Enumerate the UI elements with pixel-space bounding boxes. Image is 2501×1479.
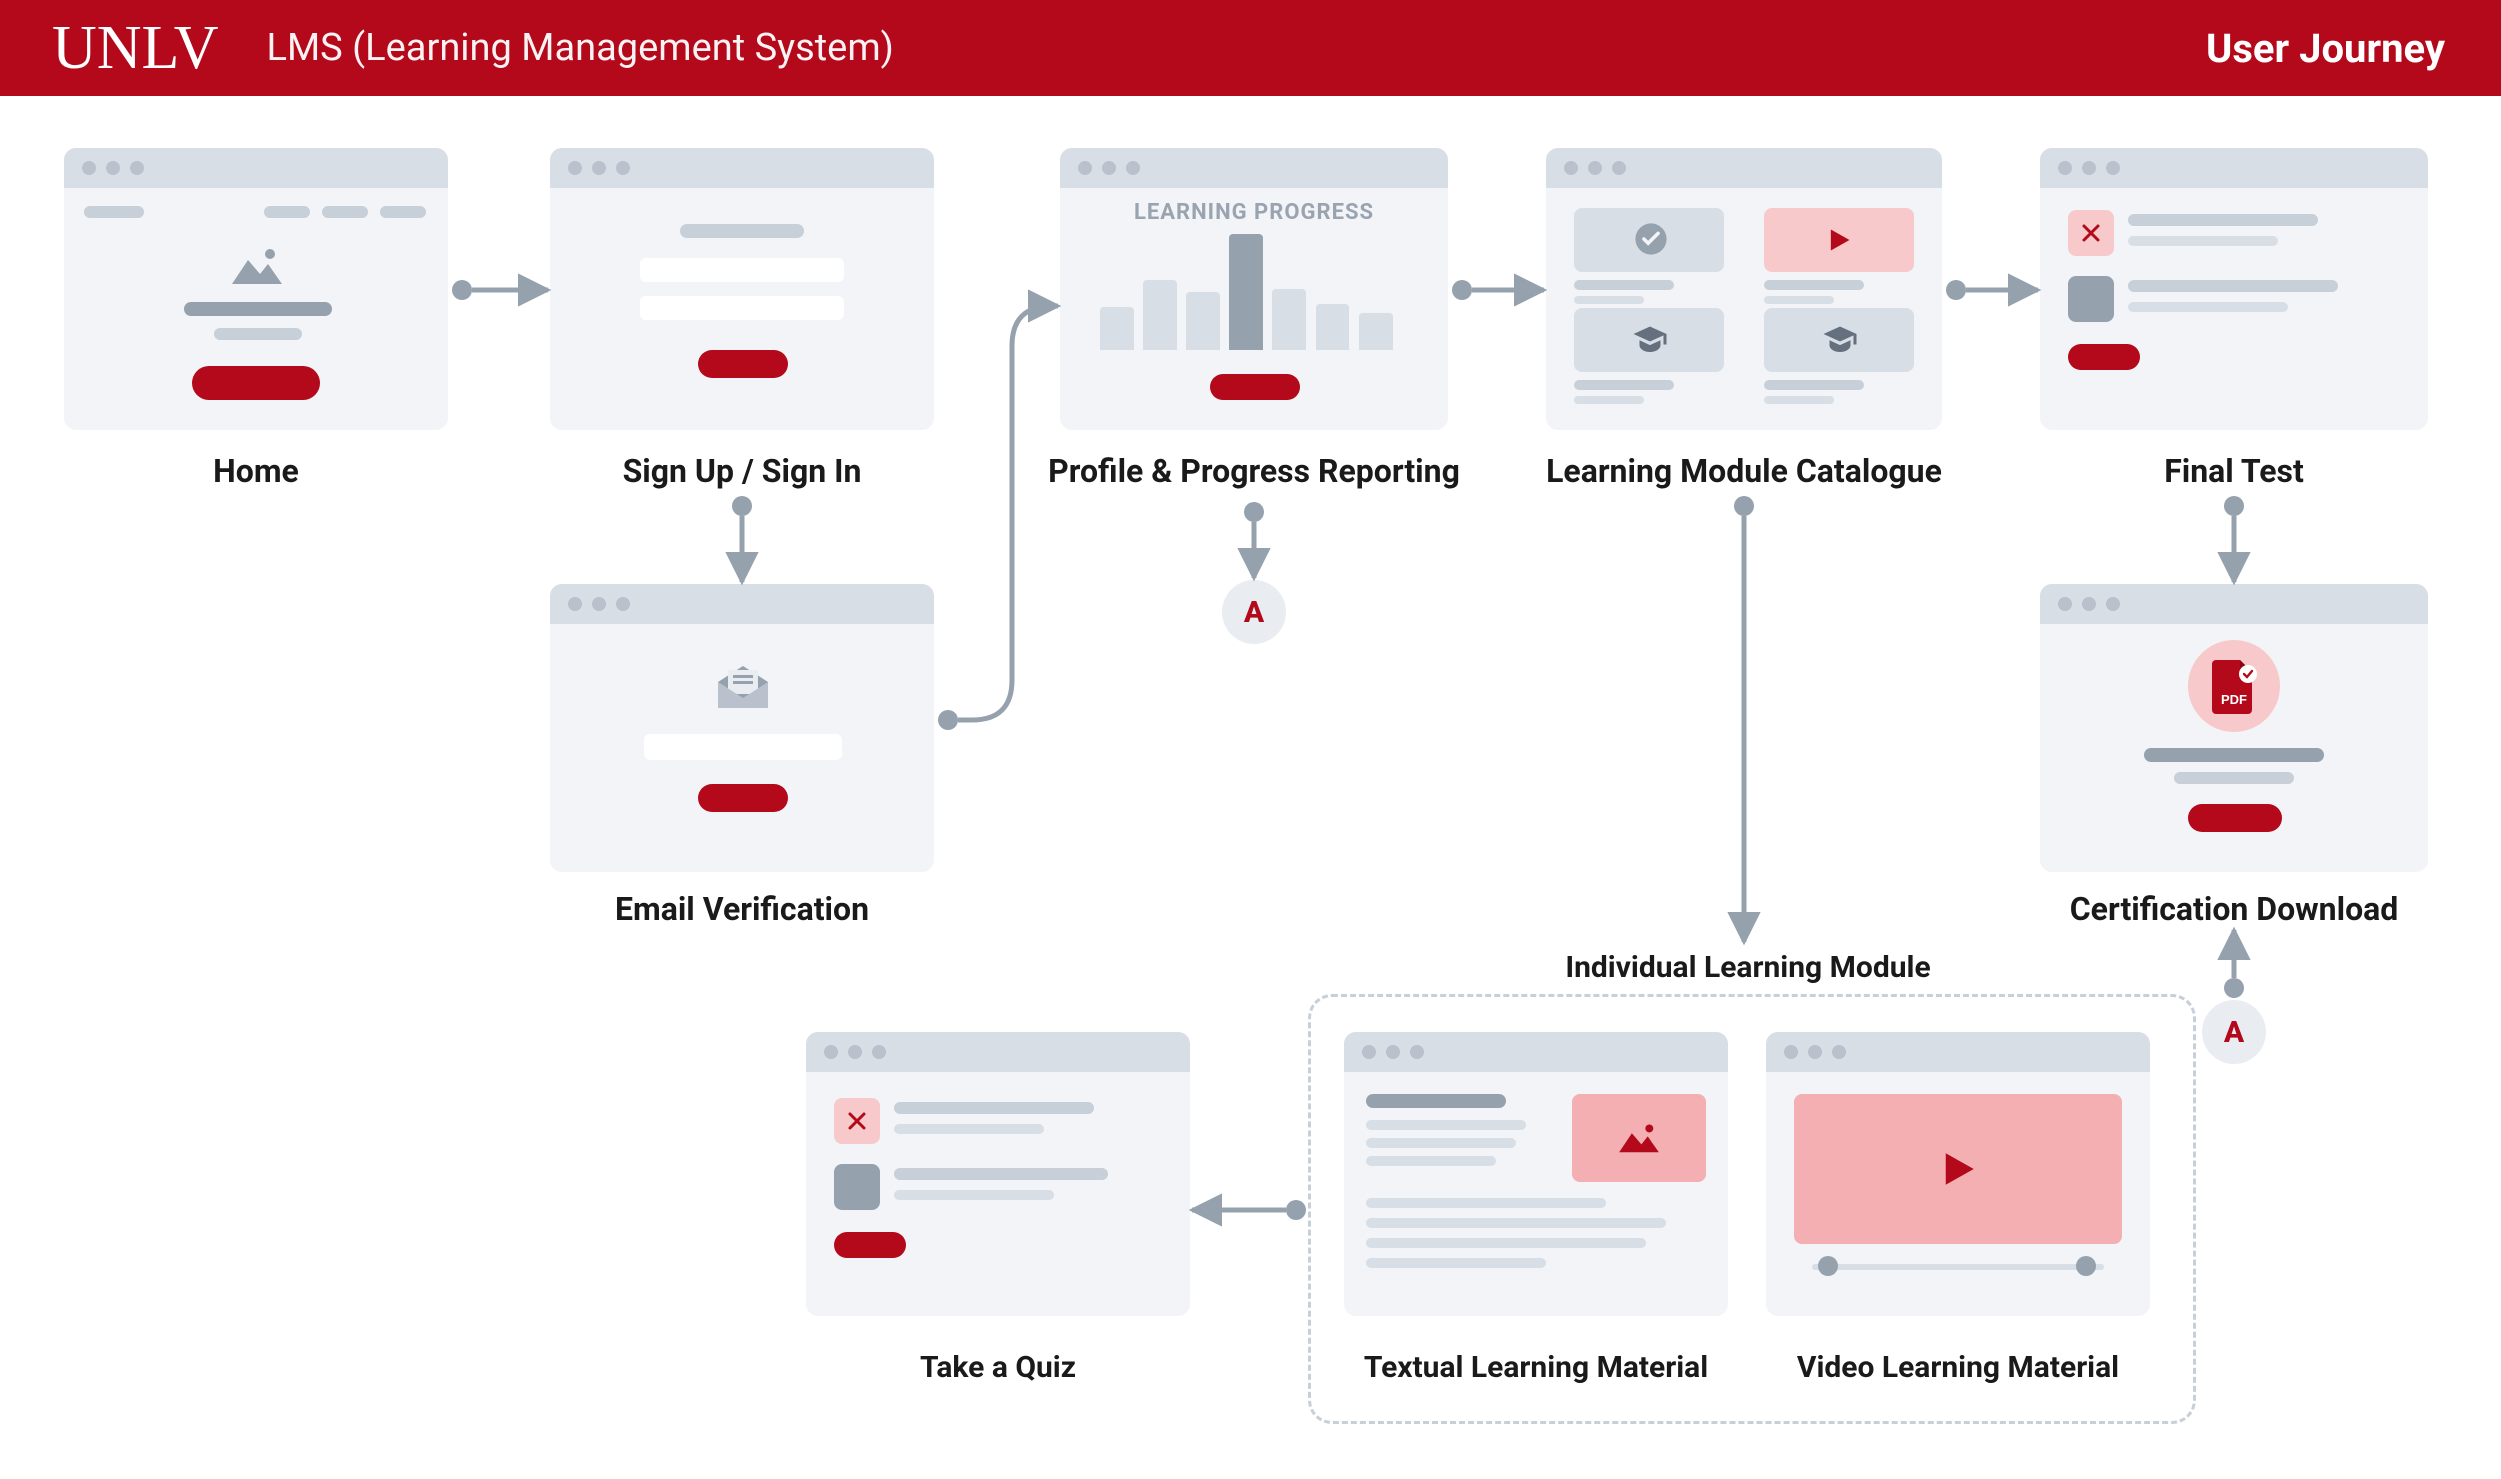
cta-button — [2068, 344, 2140, 370]
label-cert: Certification Download — [1990, 890, 2478, 928]
header-right: User Journey — [2206, 25, 2445, 72]
window-titlebar — [1766, 1032, 2150, 1072]
node-final — [2040, 148, 2428, 430]
cta-button — [192, 366, 320, 400]
window-titlebar — [1060, 148, 1448, 188]
bar-chart — [1100, 234, 1408, 350]
label-signin: Sign Up / Sign In — [550, 452, 934, 490]
cta-button — [834, 1232, 906, 1258]
cta-button — [698, 784, 788, 812]
label-catalogue: Learning Module Catalogue — [1496, 452, 1992, 490]
node-videomat — [1766, 1032, 2150, 1316]
label-textmat: Textual Learning Material — [1314, 1350, 1758, 1385]
window-titlebar — [2040, 584, 2428, 624]
play-icon — [1937, 1148, 1979, 1190]
node-catalogue — [1546, 148, 1942, 430]
mail-icon — [716, 660, 770, 710]
node-quiz — [806, 1032, 1190, 1316]
x-icon — [845, 1109, 869, 1133]
label-group: Individual Learning Module — [1498, 950, 1998, 985]
play-icon — [1825, 226, 1853, 254]
window-titlebar — [64, 148, 448, 188]
ref-node-a2: A — [2202, 1000, 2266, 1064]
window-titlebar — [550, 148, 934, 188]
x-icon — [2079, 221, 2103, 245]
cta-button — [1210, 374, 1300, 400]
window-titlebar — [1344, 1032, 1728, 1072]
node-cert: PDF — [2040, 584, 2428, 872]
header-title: LMS (Learning Management System) — [267, 26, 894, 70]
unlv-logo: UNLV — [52, 13, 219, 84]
chart-title: LEARNING PROGRESS — [1060, 200, 1448, 225]
graduation-cap-icon — [1822, 322, 1858, 358]
window-titlebar — [1546, 148, 1942, 188]
ref-node-a1: A — [1222, 580, 1286, 644]
node-textmat — [1344, 1032, 1728, 1316]
node-signin — [550, 148, 934, 430]
image-icon — [1616, 1120, 1662, 1156]
pdf-file-icon: PDF — [2210, 658, 2258, 714]
window-titlebar — [550, 584, 934, 624]
label-profile: Profile & Progress Reporting — [1010, 452, 1498, 490]
image-icon — [228, 244, 286, 288]
window-titlebar — [2040, 148, 2428, 188]
cta-button — [698, 350, 788, 378]
page: UNLV LMS (Learning Management System) Us… — [0, 0, 2501, 1479]
check-circle-icon — [1634, 222, 1668, 256]
node-email — [550, 584, 934, 872]
label-home: Home — [64, 452, 448, 490]
header-bar: UNLV LMS (Learning Management System) Us… — [0, 0, 2501, 96]
label-final: Final Test — [2040, 452, 2428, 490]
label-quiz: Take a Quiz — [806, 1350, 1190, 1385]
node-home — [64, 148, 448, 430]
label-email: Email Verification — [550, 890, 934, 928]
graduation-cap-icon — [1632, 322, 1668, 358]
svg-text:PDF: PDF — [2221, 692, 2247, 707]
cta-button — [2188, 804, 2282, 832]
node-profile: LEARNING PROGRESS — [1060, 148, 1448, 430]
label-videomat: Video Learning Material — [1736, 1350, 2180, 1385]
window-titlebar — [806, 1032, 1190, 1072]
